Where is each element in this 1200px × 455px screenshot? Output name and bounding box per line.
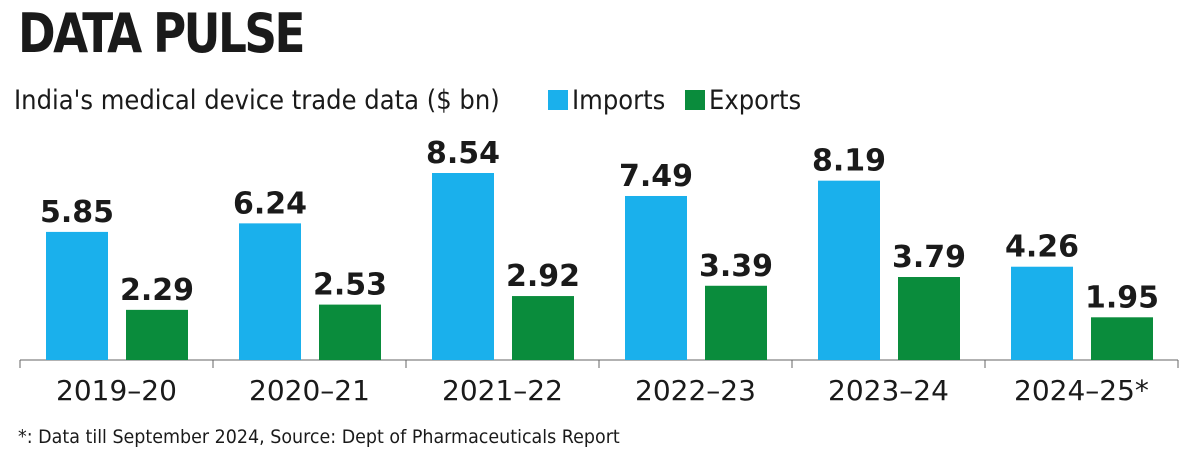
x-tick-label-1: 2020–21 <box>249 374 370 407</box>
data-label-exports-5: 1.95 <box>1085 280 1159 315</box>
bar-imports-2 <box>432 173 494 360</box>
data-label-imports-2: 8.54 <box>426 136 500 171</box>
x-tick-label-5: 2024–25* <box>1014 374 1149 407</box>
legend-label-imports: Imports <box>571 84 665 116</box>
data-label-imports-4: 8.19 <box>812 144 886 179</box>
bar-imports-5 <box>1011 266 1073 360</box>
chart-title: DATA PULSE <box>18 2 306 65</box>
x-tick-label-4: 2023–24 <box>828 374 949 407</box>
data-label-imports-1: 6.24 <box>233 186 307 221</box>
x-tick-label-3: 2022–23 <box>635 374 756 407</box>
bar-exports-2 <box>512 296 574 360</box>
legend-item-exports: Exports <box>685 85 811 116</box>
data-label-imports-3: 7.49 <box>619 159 693 194</box>
bar-imports-3 <box>625 195 687 360</box>
legend-item-imports: Imports <box>547 84 676 116</box>
data-label-exports-1: 2.53 <box>313 268 387 303</box>
data-label-exports-3: 3.39 <box>699 249 773 284</box>
chart-subtitle: India's medical device trade data ($ bn) <box>14 84 500 116</box>
legend-swatch-imports <box>547 90 568 110</box>
x-tick-label-0: 2019–20 <box>56 374 177 407</box>
legend-label-exports: Exports <box>709 84 802 116</box>
data-label-exports-0: 2.29 <box>120 273 194 308</box>
legend-swatch-exports <box>685 90 706 110</box>
bar-imports-1 <box>239 223 301 360</box>
bar-exports-0 <box>126 309 188 360</box>
bar-exports-5 <box>1091 317 1153 360</box>
x-tick-label-2: 2021–22 <box>442 374 563 407</box>
data-label-exports-2: 2.92 <box>506 259 580 294</box>
bar-chart: 5.85 2.29 2019–20 6.24 2.53 2020–21 8.54 2.92 20… <box>19 136 1179 407</box>
subtitle-legend-row: India's medical device trade data ($ bn)… <box>14 80 812 120</box>
chart-footnote: *: Data till September 2024, Source: Dep… <box>18 426 620 448</box>
data-label-imports-5: 4.26 <box>1005 230 1079 265</box>
data-label-exports-4: 3.79 <box>892 240 966 275</box>
bar-exports-4 <box>898 277 960 360</box>
bar-imports-4 <box>818 180 880 360</box>
bar-imports-0 <box>46 231 108 360</box>
data-label-imports-0: 5.85 <box>40 195 114 230</box>
bar-exports-1 <box>319 304 381 360</box>
bar-exports-3 <box>705 285 767 360</box>
